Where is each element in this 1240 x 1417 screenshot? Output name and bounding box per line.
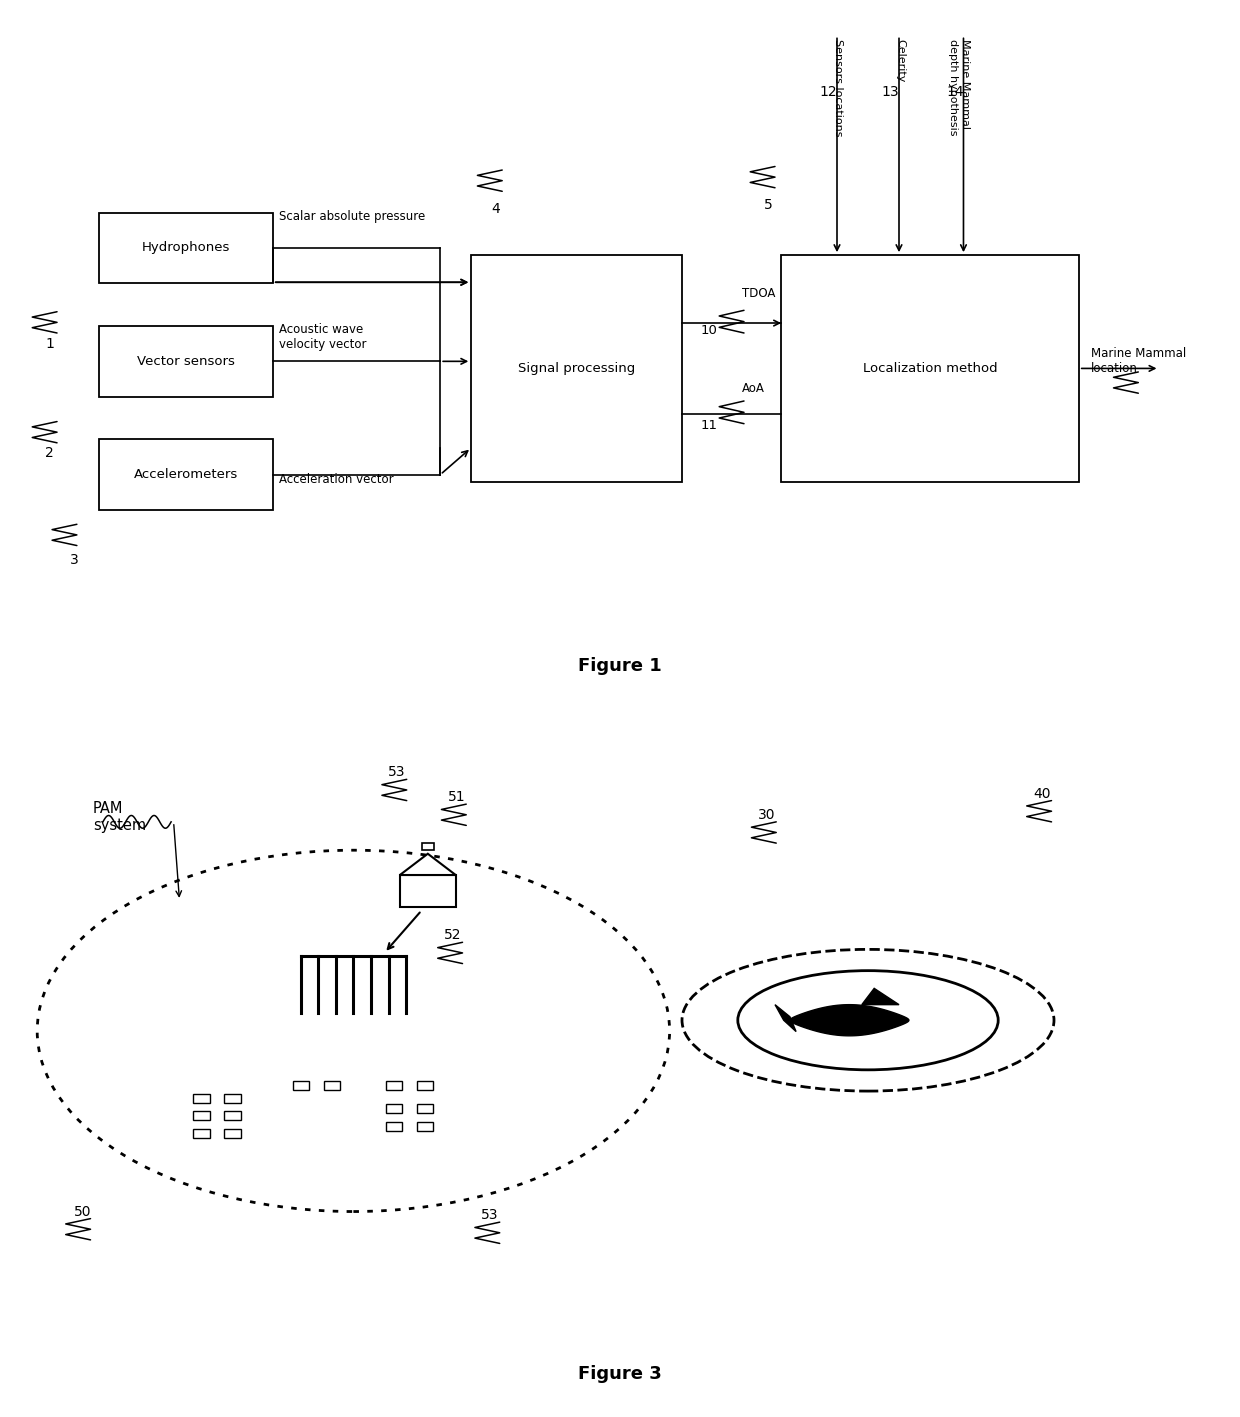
Text: Figure 1: Figure 1 <box>578 657 662 674</box>
FancyBboxPatch shape <box>99 213 273 283</box>
Text: 52: 52 <box>444 928 461 942</box>
Bar <box>422 843 434 850</box>
Bar <box>386 1122 402 1131</box>
Bar <box>386 1104 402 1114</box>
Polygon shape <box>775 1005 796 1032</box>
Text: Accelerometers: Accelerometers <box>134 468 238 482</box>
Text: 51: 51 <box>448 791 465 803</box>
Text: 1: 1 <box>45 337 55 350</box>
Bar <box>193 1129 210 1138</box>
Text: AoA: AoA <box>742 381 764 394</box>
Text: 50: 50 <box>74 1204 92 1219</box>
Text: 30: 30 <box>758 808 775 822</box>
Text: Vector sensors: Vector sensors <box>138 354 234 368</box>
Bar <box>224 1111 241 1121</box>
Bar <box>417 1081 433 1090</box>
Bar <box>324 1081 340 1090</box>
Text: Signal processing: Signal processing <box>518 361 635 376</box>
Polygon shape <box>399 874 456 907</box>
Bar <box>193 1111 210 1121</box>
Text: 12: 12 <box>820 85 837 99</box>
Text: Localization method: Localization method <box>863 361 997 376</box>
Bar <box>417 1104 433 1114</box>
Text: PAM
system: PAM system <box>93 801 146 833</box>
Bar <box>193 1094 210 1102</box>
Text: Marine Mammal
location: Marine Mammal location <box>1091 347 1187 376</box>
Text: 5: 5 <box>764 198 774 213</box>
Text: 53: 53 <box>388 765 405 779</box>
Polygon shape <box>862 989 899 1005</box>
Text: 40: 40 <box>1033 786 1050 801</box>
Text: 53: 53 <box>481 1209 498 1221</box>
Bar <box>417 1122 433 1131</box>
FancyBboxPatch shape <box>99 326 273 397</box>
Bar <box>224 1129 241 1138</box>
FancyBboxPatch shape <box>781 255 1079 482</box>
Bar <box>293 1081 309 1090</box>
Text: 2: 2 <box>45 446 55 461</box>
Bar <box>224 1094 241 1102</box>
FancyBboxPatch shape <box>99 439 273 510</box>
Text: Hydrophones: Hydrophones <box>141 241 231 255</box>
Text: Scalar absolute pressure: Scalar absolute pressure <box>279 210 425 222</box>
Text: 14: 14 <box>946 85 963 99</box>
Text: Celerity: Celerity <box>895 40 905 82</box>
Text: 11: 11 <box>701 419 718 432</box>
FancyBboxPatch shape <box>471 255 682 482</box>
Polygon shape <box>399 853 456 874</box>
Text: 3: 3 <box>69 553 79 567</box>
Text: Sensors locations: Sensors locations <box>833 40 843 136</box>
Polygon shape <box>790 1005 909 1036</box>
Text: Acoustic wave
velocity vector: Acoustic wave velocity vector <box>279 323 367 350</box>
Text: Acceleration vector: Acceleration vector <box>279 473 393 486</box>
Text: Marine Mammal
depth hypothesis: Marine Mammal depth hypothesis <box>949 40 970 136</box>
Text: TDOA: TDOA <box>742 288 775 300</box>
Bar <box>386 1081 402 1090</box>
Text: 10: 10 <box>701 323 718 337</box>
Text: 4: 4 <box>491 203 501 215</box>
Text: Figure 3: Figure 3 <box>578 1366 662 1383</box>
Text: 13: 13 <box>882 85 899 99</box>
